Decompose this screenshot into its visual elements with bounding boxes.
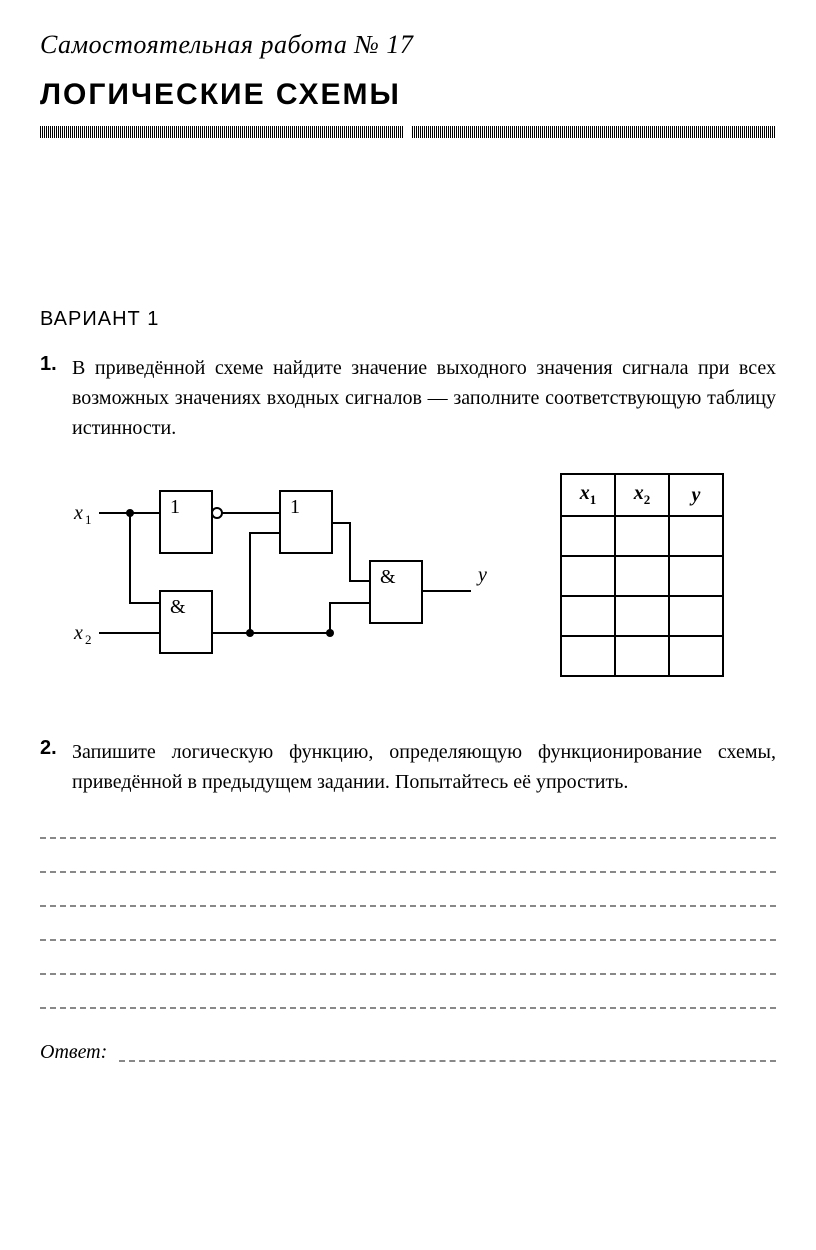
table-cell (669, 556, 723, 596)
svg-text:&: & (380, 566, 396, 588)
task-number: 2. (40, 737, 62, 797)
diagram-row: 1&1&x1x2y x1x2y (70, 473, 776, 677)
svg-text:2: 2 (85, 632, 92, 647)
svg-text:1: 1 (290, 496, 300, 518)
table-row (561, 556, 723, 596)
answer-row: Ответ: (40, 1041, 776, 1064)
answer-blank-line (40, 905, 776, 907)
task-1: 1. В приведённой схеме найдите значение … (40, 353, 776, 443)
rule-segment (40, 126, 404, 138)
answer-blank-line (40, 871, 776, 873)
table-cell (561, 596, 615, 636)
svg-text:x: x (73, 502, 83, 524)
table-row (561, 636, 723, 676)
task-text: Запишите логическую функцию, определяющу… (72, 737, 776, 797)
table-cell (669, 636, 723, 676)
task-text: В приведённой схеме найдите значение вых… (72, 353, 776, 443)
table-row (561, 516, 723, 556)
table-cell (615, 516, 669, 556)
table-cell (561, 516, 615, 556)
answer-blank-line (40, 1007, 776, 1009)
svg-text:y: y (476, 564, 487, 586)
table-cell (561, 636, 615, 676)
table-header: y (669, 474, 723, 516)
table-row (561, 596, 723, 636)
answer-blank-line (40, 939, 776, 941)
task-2: 2. Запишите логическую функцию, определя… (40, 737, 776, 797)
variant-label: ВАРИАНТ 1 (40, 308, 776, 331)
answer-blank-line (40, 973, 776, 975)
answer-blank-line (119, 1060, 776, 1062)
rule-segment (412, 126, 776, 138)
table-cell (669, 516, 723, 556)
table-cell (669, 596, 723, 636)
truth-table: x1x2y (560, 473, 724, 677)
svg-text:x: x (73, 622, 83, 644)
decorative-rule (40, 126, 776, 138)
task-number: 1. (40, 353, 62, 443)
table-cell (561, 556, 615, 596)
worksheet-pretitle: Самостоятельная работа № 17 (40, 30, 776, 60)
table-cell (615, 556, 669, 596)
svg-text:1: 1 (170, 496, 180, 518)
worksheet-title: ЛОГИЧЕСКИЕ СХЕМЫ (40, 78, 776, 112)
logic-circuit-diagram: 1&1&x1x2y (70, 473, 500, 673)
table-cell (615, 596, 669, 636)
svg-text:1: 1 (85, 512, 92, 527)
table-header: x1 (561, 474, 615, 516)
table-cell (615, 636, 669, 676)
table-header: x2 (615, 474, 669, 516)
svg-text:&: & (170, 596, 186, 618)
answer-blank-line (40, 837, 776, 839)
answer-label: Ответ: (40, 1041, 107, 1064)
answer-lines-area (40, 837, 776, 1009)
